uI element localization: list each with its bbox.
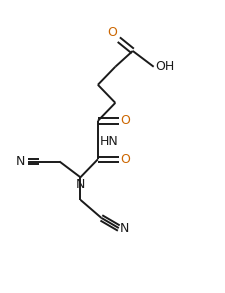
Text: O: O xyxy=(107,25,117,39)
Text: OH: OH xyxy=(155,60,175,73)
Text: N: N xyxy=(120,222,129,235)
Text: N: N xyxy=(16,155,25,168)
Text: HN: HN xyxy=(100,135,118,148)
Text: O: O xyxy=(121,153,130,166)
Text: O: O xyxy=(121,114,130,127)
Text: N: N xyxy=(76,178,85,191)
